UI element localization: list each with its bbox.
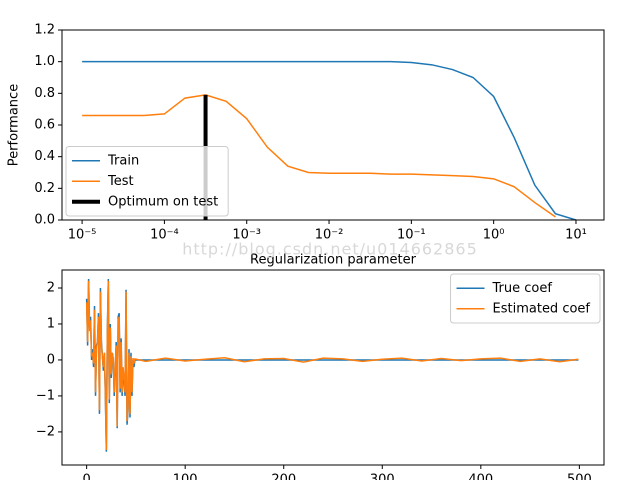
y-tick-label: 1.2 [34, 23, 55, 38]
x-tick-label: 200 [271, 473, 296, 480]
legend: Train Test Optimum on test [65, 146, 229, 217]
y-tick-label: 0.6 [34, 118, 55, 133]
y-tick-label: 2 [47, 280, 55, 295]
y-tick-label: 0.4 [34, 149, 55, 164]
x-tick-label: 100 [173, 473, 198, 480]
x-tick-label: 400 [468, 473, 493, 480]
y-axis-label: Performance [7, 84, 22, 166]
y-tick-label: −1 [36, 388, 55, 403]
x-tick-label: 10⁰ [483, 228, 505, 243]
y-tick-label: 0 [47, 352, 55, 367]
x-tick-label: 10⁻³ [232, 228, 261, 243]
series-line [82, 94, 556, 218]
legend-label: Test [107, 174, 134, 189]
axes-frame [61, 269, 605, 466]
legend-label: True coef [492, 281, 553, 296]
axes: 10⁻⁵ 10⁻⁴ 10⁻³ 10⁻² 10⁻¹ 10⁰ 10¹ 0.0 0.2 0.4 0.6 0.… [7, 23, 605, 268]
y-tick-label: −2 [36, 424, 55, 439]
x-tick-label: 10⁻⁴ [150, 228, 179, 243]
x-tick-label: 10⁻⁵ [68, 228, 97, 243]
y-tick-label: 1 [47, 316, 55, 331]
x-tick-label: 10⁻¹ [397, 228, 426, 243]
x-tick-label: 300 [370, 473, 395, 480]
x-tick-label: 10⁻² [315, 228, 344, 243]
legend-box [450, 273, 601, 324]
legend-label: Estimated coef [493, 301, 591, 316]
legend: True coef Estimated coef [450, 273, 601, 324]
x-tick-label: 500 [567, 473, 592, 480]
x-axis-label: Regularization parameter [250, 253, 417, 268]
series-line [82, 60, 577, 221]
y-tick-label: 1.0 [34, 54, 55, 69]
y-tick-label: 0.0 [34, 213, 55, 228]
legend-label: Optimum on test [108, 194, 218, 209]
axes-frame [61, 29, 605, 221]
y-tick-label: 0.2 [34, 181, 55, 196]
legend-label: Train [107, 153, 139, 168]
x-tick-label: 10¹ [565, 228, 587, 243]
y-tick-label: 0.8 [34, 86, 55, 101]
watermark: http://blog.csdn.net/u014662865 [182, 240, 478, 259]
axes: 0 100 200 300 400 500 −2 −1 0 1 2 True coef Estimate… [36, 269, 605, 480]
legend-box [65, 146, 229, 217]
series-line [85, 280, 579, 450]
series-line [85, 278, 579, 452]
x-tick-label: 0 [82, 473, 90, 480]
